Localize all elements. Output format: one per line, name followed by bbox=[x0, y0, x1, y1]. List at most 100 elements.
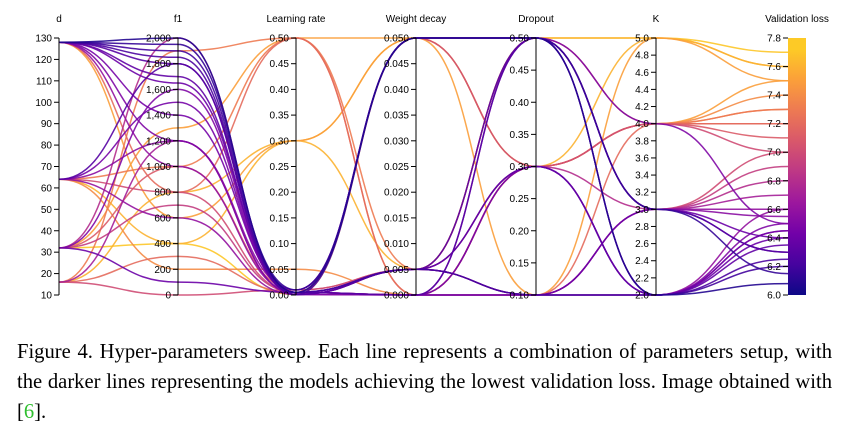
tick-label: 50 bbox=[41, 205, 53, 216]
tick-label: 3.8 bbox=[635, 136, 649, 147]
tick-label: 0.015 bbox=[384, 213, 409, 224]
caption-text: Hyper-parameters sweep. Each line repres… bbox=[17, 341, 832, 423]
tick-label: 30 bbox=[41, 248, 53, 259]
tick-label: 0.000 bbox=[384, 291, 409, 302]
tick-label: 0.020 bbox=[384, 188, 409, 199]
series-line-run-2 bbox=[58, 37, 789, 271]
axis-validation-loss: Validation loss 6.0 6.2 6.4 6.6 6.8 7.0 7.2 7.4 7… bbox=[765, 14, 829, 302]
tick-label: 0.00 bbox=[270, 291, 290, 302]
tick-label: 4.4 bbox=[635, 85, 649, 96]
tick-label: 10 bbox=[41, 291, 53, 302]
tick-label: 0.40 bbox=[270, 85, 290, 96]
series-line-run-7 bbox=[58, 37, 789, 271]
tick-label: 5.0 bbox=[635, 34, 649, 45]
tick-label: 2.8 bbox=[635, 222, 649, 233]
tick-label: 0.30 bbox=[270, 136, 290, 147]
tick-label: 2,000 bbox=[146, 34, 171, 45]
parallel-coordinates-plot: d 10 20 30 40 50 60 70 80 90 100 110 120 130 f1 0 200 400… bbox=[35, 14, 829, 302]
tick-label: 4.6 bbox=[635, 68, 649, 79]
tick-label: 130 bbox=[35, 34, 52, 45]
tick-label: 7.8 bbox=[767, 34, 781, 45]
tick-label: 6.6 bbox=[767, 205, 781, 216]
tick-label: 0.50 bbox=[510, 34, 530, 45]
tick-label: 7.0 bbox=[767, 148, 781, 159]
tick-label: 110 bbox=[36, 76, 52, 87]
axis-f1: f1 0 200 400 600 800 1,000 1,200 1,400 1,600 1,800… bbox=[146, 14, 183, 302]
tick-label: 0.15 bbox=[270, 213, 290, 224]
axis-d: d 10 20 30 40 50 60 70 80 90 100 110 120 130 bbox=[35, 14, 61, 302]
axes: d 10 20 30 40 50 60 70 80 90 100 110 120 130 f1 0 200 400… bbox=[35, 14, 829, 302]
tick-label: 0.050 bbox=[384, 34, 409, 45]
axis-weight-decay: Weight decay 0.000 0.005 0.010 0.015 0.020 0.0… bbox=[384, 14, 446, 302]
axis-title: K bbox=[653, 14, 660, 25]
tick-label: 1,600 bbox=[146, 85, 171, 96]
tick-label: 70 bbox=[41, 162, 53, 173]
tick-label: 20 bbox=[41, 269, 53, 280]
tick-label: 0 bbox=[165, 291, 171, 302]
tick-label: 0.40 bbox=[510, 98, 530, 109]
tick-label: 0.005 bbox=[384, 265, 409, 276]
tick-label: 0.45 bbox=[270, 59, 290, 70]
caption-label: Figure 4. bbox=[17, 341, 93, 363]
tick-label: 6.8 bbox=[767, 176, 781, 187]
tick-label: 40 bbox=[41, 226, 53, 237]
tick-label: 0.035 bbox=[384, 111, 409, 122]
tick-label: 0.05 bbox=[270, 265, 290, 276]
tick-label: 7.4 bbox=[767, 91, 781, 102]
tick-label: 1,000 bbox=[146, 162, 171, 173]
tick-label: 0.040 bbox=[384, 85, 409, 96]
tick-label: 3.2 bbox=[635, 188, 649, 199]
tick-label: 2.0 bbox=[635, 291, 649, 302]
tick-label: 0.025 bbox=[384, 162, 409, 173]
tick-label: 0.010 bbox=[384, 239, 409, 250]
citation-link[interactable]: 6 bbox=[23, 401, 35, 423]
colorbar bbox=[788, 38, 806, 295]
tick-label: 6.4 bbox=[767, 233, 781, 244]
tick-label: 800 bbox=[154, 188, 171, 199]
tick-label: 0.45 bbox=[510, 66, 530, 77]
axis-dropout: Dropout 0.10 0.15 0.20 0.25 0.30 0.35 0.40 0.45 0… bbox=[510, 14, 554, 302]
tick-label: 2.2 bbox=[635, 273, 649, 284]
tick-label: 120 bbox=[35, 55, 52, 66]
tick-label: 6.0 bbox=[767, 291, 781, 302]
caption-text-end: ]. bbox=[34, 401, 47, 423]
tick-label: 200 bbox=[154, 265, 171, 276]
tick-label: 4.8 bbox=[635, 51, 649, 62]
tick-label: 6.2 bbox=[767, 262, 781, 273]
tick-label: 90 bbox=[41, 119, 53, 130]
tick-label: 0.20 bbox=[270, 188, 290, 199]
tick-label: 3.6 bbox=[635, 153, 649, 164]
tick-label: 400 bbox=[154, 239, 171, 250]
tick-label: 1,400 bbox=[146, 111, 171, 122]
tick-label: 2.4 bbox=[635, 256, 649, 267]
axis-title: d bbox=[56, 14, 62, 25]
tick-label: 80 bbox=[41, 141, 53, 152]
tick-label: 600 bbox=[154, 213, 171, 224]
axis-learning-rate: Learning rate 0.00 0.05 0.10 0.15 0.20 0.25 0.3… bbox=[267, 14, 326, 302]
tick-label: 0.045 bbox=[384, 59, 409, 70]
tick-label: 0.50 bbox=[270, 34, 290, 45]
tick-label: 0.10 bbox=[270, 239, 290, 250]
tick-label: 1,200 bbox=[146, 136, 171, 147]
axis-title: Validation loss bbox=[765, 14, 829, 25]
tick-label: 0.10 bbox=[510, 291, 530, 302]
axis-title: f1 bbox=[174, 14, 183, 25]
tick-label: 60 bbox=[41, 183, 53, 194]
tick-label: 0.030 bbox=[384, 136, 409, 147]
tick-label: 0.20 bbox=[510, 226, 530, 237]
tick-label: 0.30 bbox=[510, 162, 530, 173]
tick-label: 1,800 bbox=[146, 59, 171, 70]
tick-label: 3.4 bbox=[635, 171, 649, 182]
axis-k: K 2.0 2.2 2.4 2.6 2.8 3.0 3.2 3.4 3.6 3.8 4.0 4.2 4.4… bbox=[635, 14, 660, 302]
tick-label: 4.0 bbox=[635, 119, 649, 130]
tick-label: 0.25 bbox=[270, 162, 290, 173]
figure-caption: Figure 4. Hyper-parameters sweep. Each l… bbox=[17, 337, 832, 427]
series-line-run-32 bbox=[58, 37, 789, 296]
tick-label: 4.2 bbox=[635, 102, 649, 113]
tick-label: 0.35 bbox=[270, 111, 290, 122]
axis-title: Dropout bbox=[518, 14, 554, 25]
axis-title: Weight decay bbox=[386, 14, 446, 25]
tick-label: 7.6 bbox=[767, 62, 781, 73]
tick-label: 0.15 bbox=[510, 258, 530, 269]
tick-label: 0.35 bbox=[510, 130, 530, 141]
